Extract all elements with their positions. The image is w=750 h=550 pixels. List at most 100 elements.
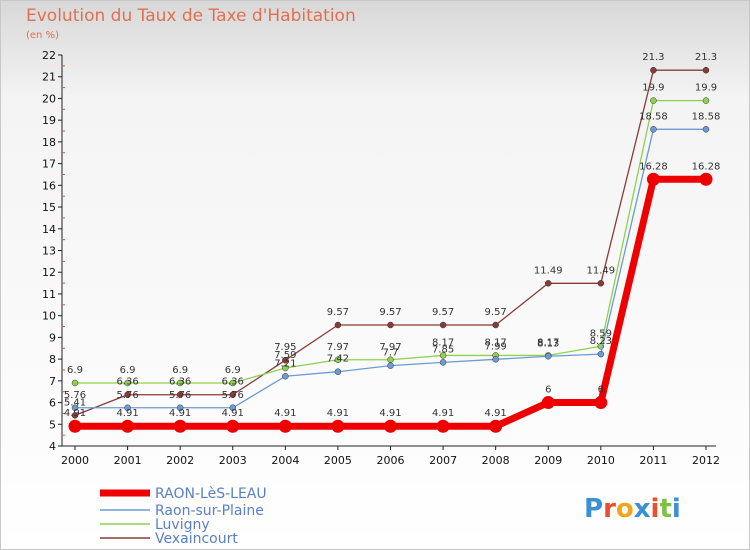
x-tick-label: 2004	[271, 454, 299, 467]
data-label: 16.28	[692, 161, 721, 172]
data-point	[541, 396, 555, 410]
x-tick-label: 2001	[114, 454, 142, 467]
data-point	[334, 368, 342, 375]
data-point	[334, 356, 342, 364]
legend: RAON-LèS-LEAURaon-sur-PlaineLuvignyVexai…	[100, 486, 267, 547]
data-point	[702, 126, 710, 133]
data-label: 6.36	[222, 377, 244, 388]
data-label: 8.17	[432, 337, 454, 348]
data-point	[387, 362, 394, 369]
data-label: 5.76	[116, 390, 138, 401]
chart-subtitle: (en %)	[26, 30, 59, 41]
data-point	[176, 379, 184, 387]
data-point	[384, 419, 397, 433]
data-label: 7.95	[274, 342, 296, 353]
data-point	[545, 353, 552, 360]
data-point	[68, 419, 82, 433]
y-tick-label: 15	[42, 201, 56, 214]
data-point	[597, 350, 605, 358]
x-tick-label: 2006	[377, 454, 405, 467]
data-label: 6.36	[116, 377, 138, 388]
x-tick-label: 2002	[166, 454, 194, 467]
x-tick-label: 2012	[692, 454, 720, 467]
data-label: 8.13	[537, 338, 559, 349]
x-tick-label: 2003	[219, 454, 247, 467]
series-lines	[68, 66, 713, 433]
y-tick-label: 8	[49, 353, 56, 366]
data-label: 9.57	[327, 307, 349, 318]
y-tick-label: 5	[49, 418, 56, 431]
data-point	[71, 404, 79, 412]
data-label: 4.91	[64, 408, 86, 419]
data-point	[492, 321, 499, 329]
y-tick-label: 16	[42, 179, 56, 192]
data-label: 11.49	[587, 265, 616, 276]
data-label: 18.58	[692, 111, 721, 122]
data-point	[173, 419, 187, 433]
data-point	[331, 419, 345, 433]
data-label: 7.7	[383, 348, 399, 359]
proxiti-logo: Proxiti	[584, 494, 681, 524]
data-point	[436, 419, 450, 433]
data-label: 8.59	[590, 328, 612, 339]
y-tick-label: 11	[42, 288, 56, 301]
y-tick-label: 21	[42, 71, 56, 84]
data-point	[594, 396, 608, 410]
data-label: 6.36	[169, 377, 191, 388]
data-label: 18.58	[639, 111, 668, 122]
data-label: 5.76	[64, 390, 86, 401]
data-label: 7.42	[327, 354, 349, 365]
data-point	[489, 419, 503, 433]
data-label: 4.91	[485, 408, 507, 419]
data-label: 7.97	[379, 342, 401, 353]
y-tick-label: 7	[49, 375, 56, 388]
data-label: 6.9	[120, 365, 136, 376]
data-point	[71, 379, 79, 387]
data-label: 6	[598, 385, 604, 396]
x-tick-label: 2007	[429, 454, 457, 467]
data-point	[124, 391, 131, 398]
data-label: 6.9	[225, 365, 241, 376]
data-point	[387, 321, 394, 329]
x-tick-label: 2011	[639, 454, 667, 467]
data-point	[124, 404, 131, 412]
data-label: 11.49	[534, 265, 563, 276]
data-point	[545, 280, 552, 287]
legend-label: RAON-LèS-LEAU	[155, 486, 267, 502]
y-tick-label: 6	[49, 397, 56, 410]
data-label: 4.91	[327, 408, 349, 419]
y-tick-label: 10	[42, 310, 56, 323]
data-label: 4.91	[116, 408, 138, 419]
data-label: 4.91	[379, 408, 401, 419]
data-point	[71, 412, 79, 419]
y-tick-label: 4	[49, 440, 56, 453]
x-tick-label: 2010	[587, 454, 615, 467]
data-point	[282, 356, 289, 364]
data-point	[121, 419, 135, 433]
data-point	[439, 359, 447, 366]
data-label: 4.91	[222, 408, 244, 419]
data-point	[650, 66, 657, 74]
data-point	[699, 172, 713, 186]
data-point	[646, 172, 660, 186]
data-point	[597, 280, 605, 287]
legend-label: Vexaincourt	[155, 531, 238, 547]
y-tick-label: 20	[42, 92, 56, 105]
y-tick-label: 17	[42, 158, 56, 171]
data-point	[176, 391, 184, 398]
data-point	[439, 352, 447, 359]
data-label: 5.76	[169, 390, 191, 401]
data-point	[650, 126, 657, 133]
data-point	[282, 364, 289, 372]
x-tick-label: 2008	[482, 454, 510, 467]
chart-title: Evolution du Taux de Taxe d'Habitation	[26, 6, 356, 26]
data-point	[229, 404, 236, 412]
legend-label: Raon-sur-Plaine	[155, 503, 264, 519]
data-label: 7.99	[485, 341, 507, 352]
data-label: 9.57	[379, 307, 401, 318]
y-tick-label: 9	[49, 331, 56, 344]
x-tick-label: 2000	[61, 454, 89, 467]
data-label: 7.21	[274, 358, 296, 369]
